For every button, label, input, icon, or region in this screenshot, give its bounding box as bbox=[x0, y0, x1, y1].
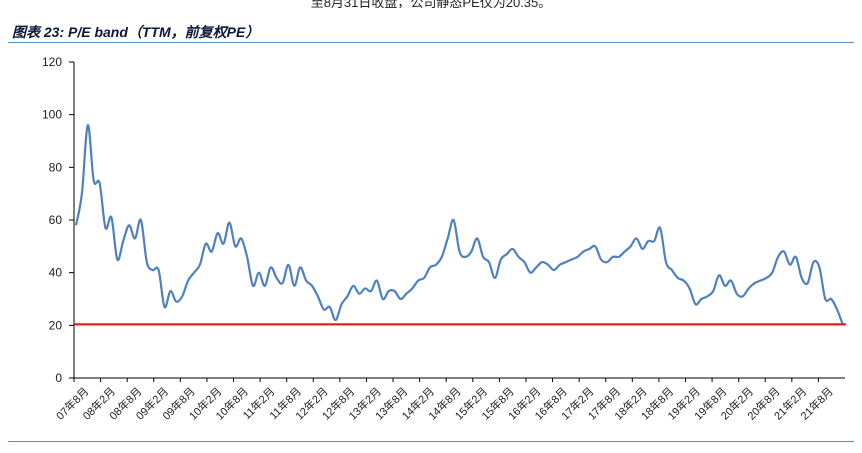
y-tick-label: 20 bbox=[49, 318, 63, 332]
pe-series-line bbox=[74, 124, 845, 326]
y-axis: 0 20 40 60 80 100 120 bbox=[42, 55, 75, 385]
y-tick-label: 120 bbox=[42, 55, 62, 69]
y-tick-label: 40 bbox=[49, 266, 63, 280]
y-tick-label: 60 bbox=[49, 213, 63, 227]
y-tick-label: 100 bbox=[42, 108, 62, 122]
y-tick-label: 80 bbox=[49, 160, 63, 174]
y-tick-label: 0 bbox=[55, 371, 62, 385]
x-axis: 07年8月08年2月08年8月09年2月09年8月10年2月10年8月11年2月… bbox=[53, 377, 845, 423]
figure-title: 图表 23: P/E band（TTM，前复权PE） bbox=[12, 24, 260, 40]
bottom-rule bbox=[8, 441, 854, 442]
header-text: 至8月31日收盘，公司静态PE仅为20.35。 bbox=[310, 0, 552, 8]
figure-title-bar: 图表 23: P/E band（TTM，前复权PE） bbox=[8, 20, 854, 43]
series-group bbox=[74, 124, 846, 326]
